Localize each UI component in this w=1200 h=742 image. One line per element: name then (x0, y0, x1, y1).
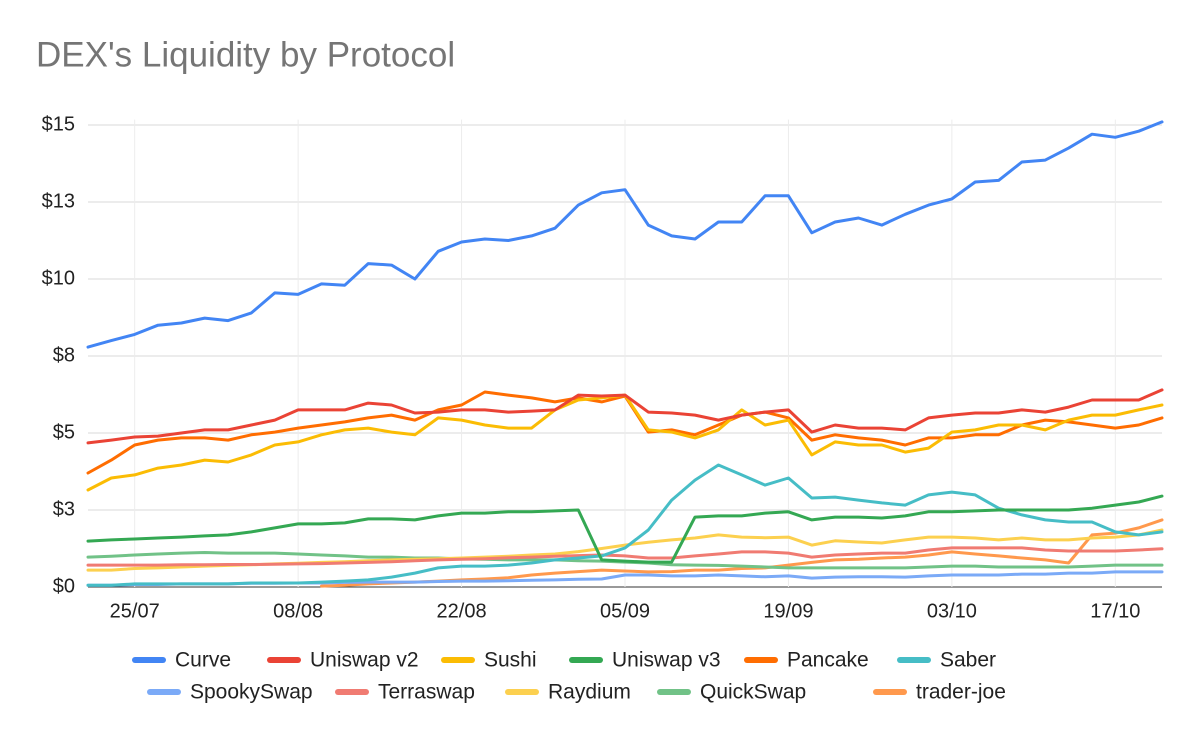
x-tick-label: 03/10 (927, 600, 977, 622)
legend-label: SpookySwap (190, 681, 313, 704)
legend-label: Uniswap v3 (612, 649, 721, 672)
series-line (86, 494, 1164, 564)
legend-label: Raydium (548, 681, 631, 704)
x-tick-label: 19/09 (763, 600, 813, 622)
y-tick-label: $10 (42, 267, 75, 289)
legend-label: Sushi (484, 649, 537, 672)
legend-label: Saber (940, 649, 996, 672)
x-tick-label: 17/10 (1090, 600, 1140, 622)
y-tick-label: $15 (42, 113, 75, 135)
y-tick-label: $13 (42, 190, 75, 212)
legend-label: Uniswap v2 (310, 649, 419, 672)
x-tick-label: 08/08 (273, 600, 323, 622)
legend-label: Curve (175, 649, 231, 672)
y-tick-label: $0 (53, 575, 75, 597)
legend-label: Terraswap (378, 681, 475, 704)
legend-label: Pancake (787, 649, 869, 672)
series-line (86, 463, 1164, 587)
series-line (86, 388, 1164, 445)
y-tick-label: $8 (53, 344, 75, 366)
x-tick-label: 25/07 (110, 600, 160, 622)
legend-label: QuickSwap (700, 681, 806, 704)
legend-label: trader-joe (916, 681, 1006, 704)
series-line (86, 546, 1164, 567)
y-tick-label: $3 (53, 498, 75, 520)
x-tick-label: 22/08 (437, 600, 487, 622)
x-tick-label: 05/09 (600, 600, 650, 622)
chart-title: DEX's Liquidity by Protocol (36, 35, 455, 74)
series-line (86, 120, 1164, 349)
y-tick-label: $5 (53, 421, 75, 443)
